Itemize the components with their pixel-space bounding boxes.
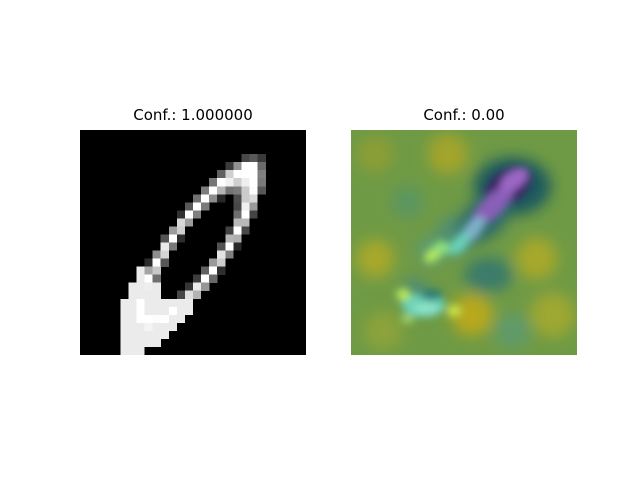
digit-image [80, 130, 306, 355]
right-panel-title: Conf.: 0.00 [423, 106, 505, 124]
saliency-heatmap-image [351, 130, 577, 355]
digit-zero-grid [120, 154, 266, 355]
left-panel-title: Conf.: 1.000000 [133, 106, 253, 124]
heatmap-grid [351, 130, 577, 355]
